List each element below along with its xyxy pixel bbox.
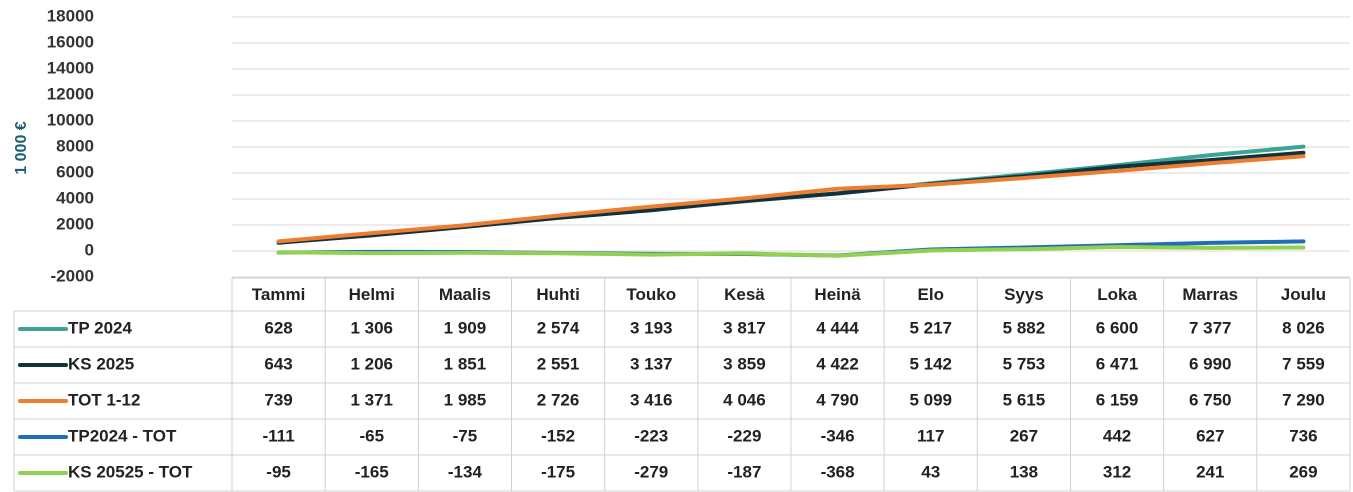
table-value: 1 851	[444, 354, 487, 373]
table-value: 739	[264, 390, 292, 409]
table-value: 4 046	[723, 390, 766, 409]
table-value: 2 574	[537, 318, 580, 337]
table-value: 1 909	[444, 318, 487, 337]
table-value: 4 444	[816, 318, 859, 337]
x-tick-label: Elo	[918, 285, 944, 304]
table-value: 8 026	[1282, 318, 1325, 337]
table-value: 5 142	[909, 354, 952, 373]
table-value: 643	[264, 354, 292, 373]
table-value: -175	[541, 462, 575, 481]
x-tick-label: Helmi	[349, 285, 395, 304]
x-tick-label: Touko	[626, 285, 676, 304]
table-value: 736	[1289, 426, 1317, 445]
x-tick-label: Tammi	[252, 285, 306, 304]
y-tick-label: 12000	[47, 84, 94, 103]
table-value: 1 306	[350, 318, 393, 337]
table-value: -75	[453, 426, 478, 445]
y-tick-label: 10000	[47, 110, 94, 129]
table-value: 627	[1196, 426, 1224, 445]
series-line	[276, 154, 1306, 244]
table-value: 267	[1010, 426, 1038, 445]
table-value: 628	[264, 318, 292, 337]
table-value: 5 099	[909, 390, 952, 409]
legend-label: TP2024 - TOT	[68, 426, 177, 445]
y-tick-label: 16000	[47, 32, 94, 51]
table-value: -95	[266, 462, 291, 481]
table-value: 442	[1103, 426, 1131, 445]
y-tick-label: 6000	[56, 162, 94, 181]
x-tick-label: Joulu	[1281, 285, 1326, 304]
table-value: 7 559	[1282, 354, 1325, 373]
table-value: -368	[821, 462, 855, 481]
x-tick-label: Loka	[1097, 285, 1137, 304]
table-value: -187	[727, 462, 761, 481]
table-value: 2 551	[537, 354, 580, 373]
y-tick-label: 2000	[56, 214, 94, 233]
table-value: 3 137	[630, 354, 673, 373]
table-value: -65	[359, 426, 384, 445]
table-value: 241	[1196, 462, 1224, 481]
table-value: 43	[921, 462, 940, 481]
y-tick-label: 18000	[47, 6, 94, 25]
table-value: 6 750	[1189, 390, 1232, 409]
y-tick-label: 0	[85, 240, 94, 259]
table-value: -134	[448, 462, 483, 481]
table-value: 2 726	[537, 390, 580, 409]
table-value: 3 193	[630, 318, 673, 337]
x-tick-label: Marras	[1182, 285, 1238, 304]
table-value: 117	[917, 426, 944, 445]
y-tick-label: 14000	[47, 58, 94, 77]
legend-label: TP 2024	[68, 318, 133, 337]
legend-label: KS 20525 - TOT	[68, 462, 193, 481]
table-value: -279	[634, 462, 668, 481]
table-value: -223	[634, 426, 668, 445]
table-value: 6 159	[1096, 390, 1139, 409]
table-value: -229	[727, 426, 761, 445]
table-value: 4 790	[816, 390, 859, 409]
table-value: 1 985	[444, 390, 487, 409]
table-value: 4 422	[816, 354, 859, 373]
x-tick-label: Syys	[1004, 285, 1044, 304]
table-value: 5 882	[1003, 318, 1046, 337]
table-value: 269	[1289, 462, 1317, 481]
table-value: -152	[541, 426, 575, 445]
table-value: 3 859	[723, 354, 766, 373]
table-value: -346	[821, 426, 855, 445]
x-tick-label: Kesä	[724, 285, 765, 304]
table-value: 6 990	[1189, 354, 1232, 373]
legend-label: TOT 1-12	[68, 390, 140, 409]
table-value: 1 206	[350, 354, 393, 373]
x-tick-label: Huhti	[536, 285, 579, 304]
table-value: 1 371	[350, 390, 393, 409]
series-line	[276, 244, 1306, 258]
table-value: -165	[355, 462, 389, 481]
table-value: 3 416	[630, 390, 673, 409]
legend-label: KS 2025	[68, 354, 134, 373]
table-value: 7 290	[1282, 390, 1325, 409]
y-tick-label: -2000	[51, 266, 94, 285]
x-tick-label: Maalis	[439, 285, 491, 304]
table-value: 7 377	[1189, 318, 1232, 337]
table-value: 3 817	[723, 318, 766, 337]
table-value: 5 753	[1003, 354, 1046, 373]
y-axis-label: 1 000 €	[13, 121, 30, 174]
table-value: 6 600	[1096, 318, 1139, 337]
table-value: -111	[263, 426, 295, 445]
table-value: 6 471	[1096, 354, 1139, 373]
x-tick-label: Heinä	[814, 285, 861, 304]
table-value: 5 217	[909, 318, 952, 337]
table-value: 312	[1103, 462, 1131, 481]
y-tick-label: 4000	[56, 188, 94, 207]
table-value: 138	[1010, 462, 1038, 481]
table-value: 5 615	[1003, 390, 1046, 409]
y-tick-label: 8000	[56, 136, 94, 155]
